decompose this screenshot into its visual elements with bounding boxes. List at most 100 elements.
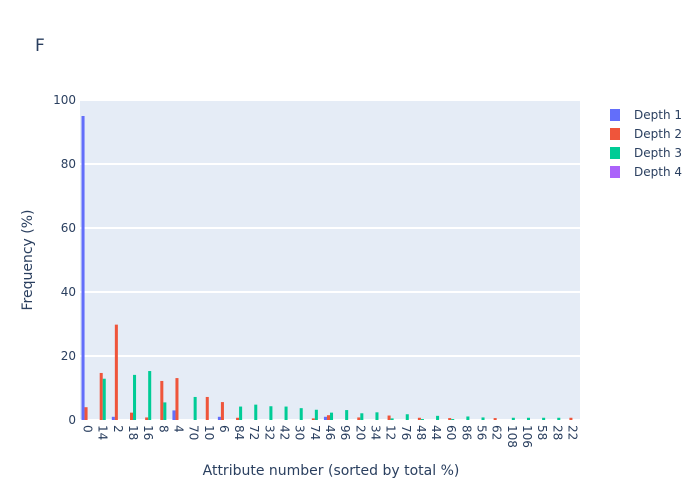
x-tick-label: 18: [126, 425, 140, 440]
bar-depth-3-12[interactable]: [390, 418, 394, 420]
x-tick-label: 56: [475, 425, 489, 440]
x-tick-label: 76: [399, 425, 413, 440]
x-tick-label: 32: [262, 425, 276, 440]
y-axis-title: Frequency (%): [20, 209, 36, 310]
x-tick-label: 44: [429, 425, 443, 440]
y-tick-label: 80: [61, 157, 76, 171]
legend-swatch: [610, 109, 620, 121]
bar-depth-2-16[interactable]: [145, 417, 149, 420]
x-tick-label: 30: [293, 425, 307, 440]
bar-depth-3-32[interactable]: [269, 406, 273, 420]
bar-depth-2-18[interactable]: [130, 412, 134, 420]
bar-depth-3-16[interactable]: [148, 371, 152, 420]
bar-depth-2-8[interactable]: [160, 380, 164, 420]
legend-item-depth-1[interactable]: Depth 1: [610, 108, 682, 122]
x-tick-label: 20: [353, 425, 367, 440]
x-tick-label: 62: [490, 425, 504, 440]
bar-depth-3-106[interactable]: [526, 417, 530, 420]
bar-depth-1-6[interactable]: [217, 416, 221, 420]
x-tick-label: 86: [459, 425, 473, 440]
bar-depth-2-22[interactable]: [569, 417, 573, 420]
bar-depth-3-20[interactable]: [360, 413, 364, 420]
bar-depth-2-48[interactable]: [417, 417, 421, 420]
x-tick-label: 28: [550, 425, 564, 440]
bar-depth-2-60[interactable]: [448, 418, 452, 420]
bar-depth-2-74[interactable]: [311, 418, 315, 420]
x-tick-label: 4: [171, 425, 185, 433]
bar-depth-3-46[interactable]: [330, 412, 334, 420]
y-tick-label: 0: [68, 413, 76, 427]
bar-depth-2-10[interactable]: [205, 396, 209, 420]
bar-depth-2-20[interactable]: [357, 417, 361, 420]
bar-depth-3-8[interactable]: [163, 402, 167, 420]
x-tick-label: 60: [444, 425, 458, 440]
x-tick-label: 108: [505, 425, 519, 448]
bar-depth-1-2[interactable]: [111, 416, 115, 420]
bar-depth-3-34[interactable]: [375, 412, 379, 420]
x-tick-label: 14: [96, 425, 110, 440]
x-tick-label: 10: [202, 425, 216, 440]
legend-label: Depth 4: [634, 165, 682, 179]
bar-depth-2-4[interactable]: [175, 378, 179, 420]
x-tick-label: 72: [247, 425, 261, 440]
bar-depth-2-6[interactable]: [220, 402, 224, 420]
plot-background: [80, 100, 580, 420]
legend-label: Depth 1: [634, 108, 682, 122]
x-tick-label: 34: [368, 425, 382, 440]
bar-depth-2-46[interactable]: [326, 415, 330, 420]
bar-depth-3-28[interactable]: [557, 417, 561, 420]
bar-depth-1-4[interactable]: [172, 410, 176, 420]
legend-swatch: [610, 128, 620, 140]
x-tick-label: 16: [141, 425, 155, 440]
legend-item-depth-3[interactable]: Depth 3: [610, 146, 682, 160]
y-tick-labels: 0 20 40 60 80 100: [53, 93, 76, 427]
x-tick-label: 6: [217, 425, 231, 433]
legend-label: Depth 3: [634, 146, 682, 160]
bar-depth-3-56[interactable]: [481, 417, 485, 420]
bar-depth-3-18[interactable]: [133, 374, 137, 420]
bar-depth-3-44[interactable]: [436, 415, 440, 420]
bar-depth-3-76[interactable]: [405, 414, 409, 420]
x-tick-label: 42: [278, 425, 292, 440]
bar-depth-3-108[interactable]: [511, 417, 515, 420]
bar-depth-3-74[interactable]: [314, 409, 318, 420]
bar-depth-2-62[interactable]: [493, 418, 497, 420]
bar-depth-2-84[interactable]: [236, 417, 240, 420]
bar-depth-3-60[interactable]: [451, 419, 455, 420]
legend-swatch: [610, 147, 620, 159]
x-tick-label: 0: [81, 425, 95, 433]
bar-depth-3-84[interactable]: [239, 406, 243, 420]
bar-depth-1-46[interactable]: [323, 416, 327, 420]
x-tick-label: 58: [535, 425, 549, 440]
bar-depth-3-72[interactable]: [254, 404, 258, 420]
legend-item-depth-2[interactable]: Depth 2: [610, 127, 682, 141]
bar-depth-1-0[interactable]: [81, 116, 85, 420]
bar-depth-3-14[interactable]: [102, 378, 106, 420]
chart-title: F: [35, 36, 45, 56]
bar-depth-3-86[interactable]: [466, 416, 470, 420]
x-tick-label: 70: [187, 425, 201, 440]
y-tick-label: 60: [61, 221, 76, 235]
bar-depth-2-0[interactable]: [84, 407, 88, 420]
x-tick-label: 84: [232, 425, 246, 440]
x-tick-label: 106: [520, 425, 534, 448]
bar-depth-3-42[interactable]: [284, 406, 288, 420]
x-tick-label: 46: [323, 425, 337, 440]
x-tick-label: 8: [156, 425, 170, 433]
y-tick-label: 20: [61, 349, 76, 363]
legend[interactable]: Depth 1 Depth 2 Depth 3 Depth 4: [610, 108, 682, 179]
bar-depth-2-14[interactable]: [99, 372, 103, 420]
bar-depth-3-70[interactable]: [193, 396, 197, 420]
x-tick-label: 48: [414, 425, 428, 440]
legend-item-depth-4[interactable]: Depth 4: [610, 165, 682, 179]
bar-depth-3-48[interactable]: [420, 419, 424, 420]
y-tick-label: 100: [53, 93, 76, 107]
legend-swatch: [610, 166, 620, 178]
bar-depth-3-30[interactable]: [299, 408, 303, 420]
x-tick-label: 74: [308, 425, 322, 440]
bar-depth-3-96[interactable]: [345, 410, 349, 420]
bar-depth-3-58[interactable]: [542, 417, 546, 420]
bar-depth-2-12[interactable]: [387, 415, 391, 420]
bar-depth-2-2[interactable]: [114, 324, 118, 420]
x-tick-labels: 0 14 2 18 16 8 4 70 10 6 84 72 32 42 30 74 46 96 20 34 12 76 4…: [81, 425, 580, 448]
